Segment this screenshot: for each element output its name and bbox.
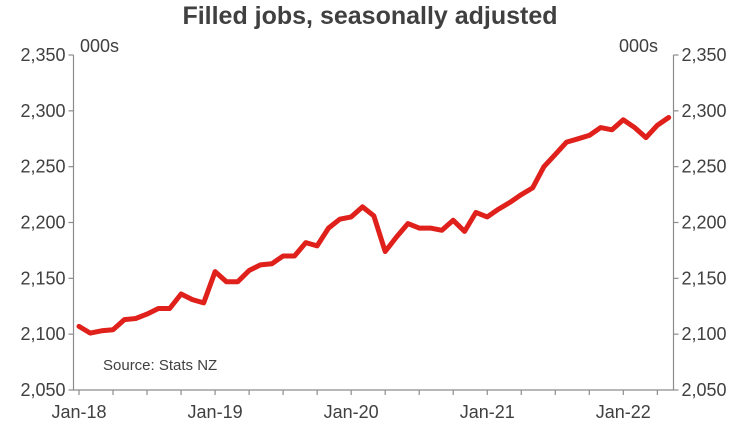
y-tick-label-left: 2,300 — [20, 101, 65, 121]
x-tick-label: Jan-21 — [460, 402, 515, 422]
y-tick-label-left: 2,250 — [20, 157, 65, 177]
y-tick-label-right: 2,100 — [682, 324, 727, 344]
x-tick-label: Jan-22 — [596, 402, 651, 422]
x-tick-label: Jan-18 — [51, 402, 106, 422]
y-tick-label-left: 2,150 — [20, 268, 65, 288]
y-tick-label-right: 2,050 — [682, 380, 727, 400]
y-tick-label-left: 2,200 — [20, 213, 65, 233]
y-tick-label-right: 2,350 — [682, 45, 727, 65]
y-tick-label-right: 2,300 — [682, 101, 727, 121]
y-tick-label-right: 2,250 — [682, 157, 727, 177]
y-tick-marks: 2,050 2,050 2,100 2,100 2,150 2,150 2,200 2,200… — [20, 45, 726, 400]
x-tick-label: Jan-20 — [324, 402, 379, 422]
x-tick-label: Jan-19 — [188, 402, 243, 422]
source-note: Source: Stats NZ — [103, 357, 217, 374]
y-tick-label-left: 2,350 — [20, 45, 65, 65]
x-tick-marks: Jan-18 Jan-19 Jan-20 Jan-21 Jan-22 — [51, 390, 658, 422]
y-tick-label-right: 2,150 — [682, 268, 727, 288]
y-tick-label-left: 2,100 — [20, 324, 65, 344]
left-axis-unit: 000s — [80, 36, 119, 56]
filled-jobs-line — [76, 115, 672, 336]
y-tick-label-left: 2,050 — [20, 380, 65, 400]
chart-title: Filled jobs, seasonally adjusted — [182, 2, 557, 30]
right-axis-unit: 000s — [619, 36, 658, 56]
y-tick-label-right: 2,200 — [682, 213, 727, 233]
